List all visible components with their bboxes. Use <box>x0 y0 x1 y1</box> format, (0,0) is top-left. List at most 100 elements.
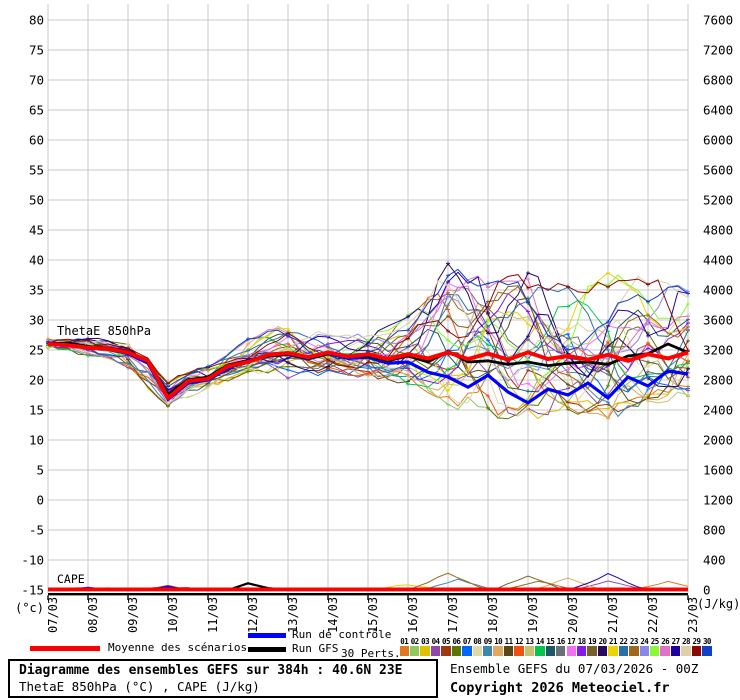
pert-number: 10 <box>494 637 503 646</box>
svg-text:60: 60 <box>29 133 44 148</box>
pert-28: 28 <box>681 637 691 656</box>
grid <box>47 4 689 593</box>
svg-text:5200: 5200 <box>703 193 733 208</box>
pert-color-swatch <box>430 646 441 656</box>
svg-text:6000: 6000 <box>703 133 733 148</box>
pert-color-swatch <box>650 646 660 656</box>
svg-text:2000: 2000 <box>703 433 733 448</box>
svg-text:20: 20 <box>29 373 44 388</box>
pert-13: 13 <box>524 637 535 656</box>
pert-10: 10 <box>493 637 503 656</box>
pert-11: 11 <box>503 637 514 656</box>
svg-text:3200: 3200 <box>703 343 733 358</box>
pert-color-swatch <box>483 646 493 656</box>
svg-text:-5: -5 <box>29 523 44 538</box>
pert-color-swatch <box>660 646 670 656</box>
pert-number: 11 <box>504 637 513 646</box>
pert-01: 01 <box>399 637 409 656</box>
pert-color-swatch <box>639 646 649 656</box>
pert-color-swatch <box>472 646 482 656</box>
svg-text:7200: 7200 <box>703 43 733 58</box>
pert-color-swatch <box>681 646 691 656</box>
svg-text:23/03: 23/03 <box>686 597 700 633</box>
pert-number: 13 <box>525 637 534 646</box>
pert-12: 12 <box>514 637 524 656</box>
pert-number: 29 <box>692 637 701 646</box>
chart-title: Diagramme des ensembles GEFS sur 384h : … <box>19 663 403 678</box>
svg-text:4800: 4800 <box>703 223 733 238</box>
svg-text:2400: 2400 <box>703 403 733 418</box>
main-series-lines <box>47 341 689 405</box>
legend-mean-swatch <box>30 646 100 651</box>
svg-text:6800: 6800 <box>703 73 733 88</box>
pert-number: 22 <box>619 637 628 646</box>
pert-23: 23 <box>629 637 639 656</box>
pert-number: 30 <box>702 637 711 646</box>
pert-09: 09 <box>483 637 493 656</box>
pert-color-swatch <box>399 646 409 656</box>
svg-text:10: 10 <box>29 433 44 448</box>
pert-number: 07 <box>462 637 471 646</box>
svg-text:50: 50 <box>29 193 44 208</box>
pert-number: 09 <box>483 637 492 646</box>
svg-text:0: 0 <box>703 583 711 598</box>
pert-number: 28 <box>682 637 690 646</box>
svg-text:13/03: 13/03 <box>286 597 300 633</box>
pert-number: 21 <box>609 637 617 646</box>
svg-text:800: 800 <box>703 523 726 538</box>
pert-color-swatch <box>503 646 514 656</box>
pert-number: 04 <box>431 637 440 646</box>
thetae-series-label: ThetaE 850hPa <box>57 324 151 338</box>
pert-30: 30 <box>702 637 712 656</box>
pert-color-swatch <box>597 646 608 656</box>
svg-text:14/03: 14/03 <box>326 597 340 633</box>
legend-control-swatch <box>248 633 286 638</box>
pert-06: 06 <box>451 637 462 656</box>
svg-text:5600: 5600 <box>703 163 733 178</box>
legend-control-label: Run de contrôle <box>292 628 392 641</box>
pert-color-swatch <box>576 646 587 656</box>
pert-color-swatch <box>587 646 597 656</box>
pert-25: 25 <box>650 637 660 656</box>
pert-color-swatch <box>524 646 535 656</box>
svg-text:11/03: 11/03 <box>206 597 220 633</box>
pert-color-swatch <box>566 646 576 656</box>
pert-number: 05 <box>442 637 450 646</box>
pert-29: 29 <box>691 637 702 656</box>
pert-color-swatch <box>691 646 702 656</box>
pert-number: 14 <box>535 637 544 646</box>
svg-text:35: 35 <box>29 283 44 298</box>
svg-text:55: 55 <box>29 163 44 178</box>
pert-number: 17 <box>567 637 576 646</box>
svg-text:70: 70 <box>29 73 44 88</box>
svg-text:17/03: 17/03 <box>446 597 460 633</box>
legend-perts-label: 30 Perts. <box>341 647 401 660</box>
svg-text:21/03: 21/03 <box>606 597 620 633</box>
pert-number: 20 <box>598 637 607 646</box>
pert-07: 07 <box>462 637 472 656</box>
pert-08: 08 <box>472 637 482 656</box>
svg-text:10/03: 10/03 <box>166 597 180 633</box>
run-info: Ensemble GEFS du 07/03/2026 - 00Z <box>450 661 699 676</box>
svg-text:7600: 7600 <box>703 13 733 28</box>
pert-number: 24 <box>640 637 649 646</box>
svg-text:15/03: 15/03 <box>366 597 380 633</box>
svg-text:25: 25 <box>29 343 44 358</box>
svg-text:30: 30 <box>29 313 44 328</box>
svg-text:-10: -10 <box>21 553 44 568</box>
pert-color-swatch <box>493 646 503 656</box>
legend-mean-label: Moyenne des scénarios <box>108 641 248 654</box>
svg-text:20/03: 20/03 <box>566 597 580 633</box>
svg-text:45: 45 <box>29 223 44 238</box>
pert-number: 15 <box>546 637 555 646</box>
pert-color-swatch <box>441 646 451 656</box>
svg-text:40: 40 <box>29 253 44 268</box>
pert-color-swatch <box>545 646 556 656</box>
svg-text:22/03: 22/03 <box>646 597 660 633</box>
svg-text:18/03: 18/03 <box>486 597 500 633</box>
pert-number: 08 <box>473 637 482 646</box>
right-axis-unit: (J/kg) <box>697 597 740 611</box>
pert-14: 14 <box>535 637 545 656</box>
